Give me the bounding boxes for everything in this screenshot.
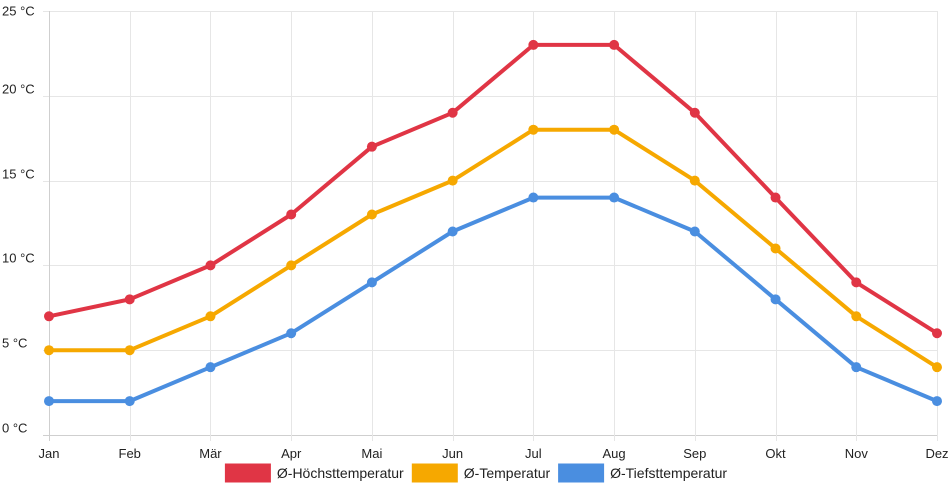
x-tick-label: Dez	[925, 446, 948, 461]
legend-label: Ø-Tiefsttemperatur	[610, 465, 727, 481]
y-tick-label: 5 °C	[2, 336, 27, 351]
data-point[interactable]	[770, 192, 781, 203]
data-point[interactable]	[609, 192, 620, 203]
data-point[interactable]	[286, 328, 297, 339]
series-2	[44, 124, 942, 373]
data-point[interactable]	[932, 328, 942, 339]
legend[interactable]: Ø-Höchsttemperatur Ø-Temperatur Ø-Tiefstte…	[224, 463, 727, 483]
data-point[interactable]	[447, 175, 458, 186]
series-line	[47, 127, 939, 370]
x-tick-label: Aug	[603, 446, 626, 461]
data-point[interactable]	[528, 39, 539, 50]
data-point[interactable]	[366, 141, 377, 152]
data-point[interactable]	[932, 396, 942, 407]
data-point[interactable]	[689, 107, 700, 118]
x-tick-label: Mai	[361, 446, 382, 461]
data-point[interactable]	[44, 396, 54, 407]
x-tick-label: Mär	[199, 446, 222, 461]
series-3	[44, 192, 942, 407]
data-point[interactable]	[770, 243, 781, 254]
data-point[interactable]	[366, 277, 377, 288]
data-point[interactable]	[932, 362, 942, 373]
data-point[interactable]	[205, 311, 216, 322]
x-tick-label: Jun	[442, 446, 463, 461]
x-tick-label: Jul	[525, 446, 542, 461]
y-tick-label: 0 °C	[2, 421, 27, 436]
legend-label: Ø-Temperatur	[464, 465, 551, 481]
grid-layer	[43, 11, 938, 441]
x-tick-label: Nov	[845, 446, 869, 461]
data-point[interactable]	[44, 345, 54, 356]
data-point[interactable]	[366, 209, 377, 220]
y-tick-label: 20 °C	[2, 82, 35, 97]
data-point[interactable]	[609, 39, 620, 50]
legend-swatch	[411, 463, 458, 483]
data-point[interactable]	[205, 260, 216, 271]
legend-label: Ø-Höchsttemperatur	[277, 465, 404, 481]
data-point[interactable]	[770, 294, 781, 305]
x-tick-label: Jan	[39, 446, 60, 461]
data-point[interactable]	[851, 362, 862, 373]
series-line	[47, 42, 939, 336]
legend-item-1[interactable]: Ø-Höchsttemperatur	[224, 463, 404, 483]
data-point[interactable]	[851, 277, 862, 288]
legend-swatch	[224, 463, 271, 483]
data-point[interactable]	[851, 311, 862, 322]
x-tick-label: Feb	[119, 446, 141, 461]
data-point[interactable]	[609, 124, 620, 135]
data-point[interactable]	[124, 396, 135, 407]
data-point[interactable]	[286, 260, 297, 271]
data-point[interactable]	[447, 107, 458, 118]
legend-item-3[interactable]: Ø-Tiefsttemperatur	[558, 463, 727, 483]
x-axis-ticks: Jan Feb Mär Apr Mai Jun Jul Aug Sep Okt Nov Dez	[39, 446, 949, 461]
data-point[interactable]	[286, 209, 297, 220]
x-tick-label: Apr	[281, 446, 302, 461]
data-point[interactable]	[205, 362, 216, 373]
legend-item-2[interactable]: Ø-Temperatur	[411, 463, 551, 483]
data-point[interactable]	[447, 226, 458, 237]
series-line	[47, 195, 939, 404]
series-1	[44, 39, 942, 339]
series-layer	[44, 39, 942, 407]
y-tick-label: 15 °C	[2, 167, 35, 182]
data-point[interactable]	[124, 294, 135, 305]
legend-swatch	[558, 463, 605, 483]
x-tick-label: Okt	[765, 446, 786, 461]
data-point[interactable]	[528, 192, 539, 203]
data-point[interactable]	[124, 345, 135, 356]
data-point[interactable]	[44, 311, 54, 322]
y-axis-ticks: 0 °C 5 °C 10 °C 15 °C 20 °C 25 °C	[2, 4, 35, 436]
y-tick-label: 10 °C	[2, 251, 35, 266]
data-point[interactable]	[689, 226, 700, 237]
y-tick-label: 25 °C	[2, 4, 35, 19]
data-point[interactable]	[689, 175, 700, 186]
data-point[interactable]	[528, 124, 539, 135]
x-tick-label: Sep	[683, 446, 706, 461]
